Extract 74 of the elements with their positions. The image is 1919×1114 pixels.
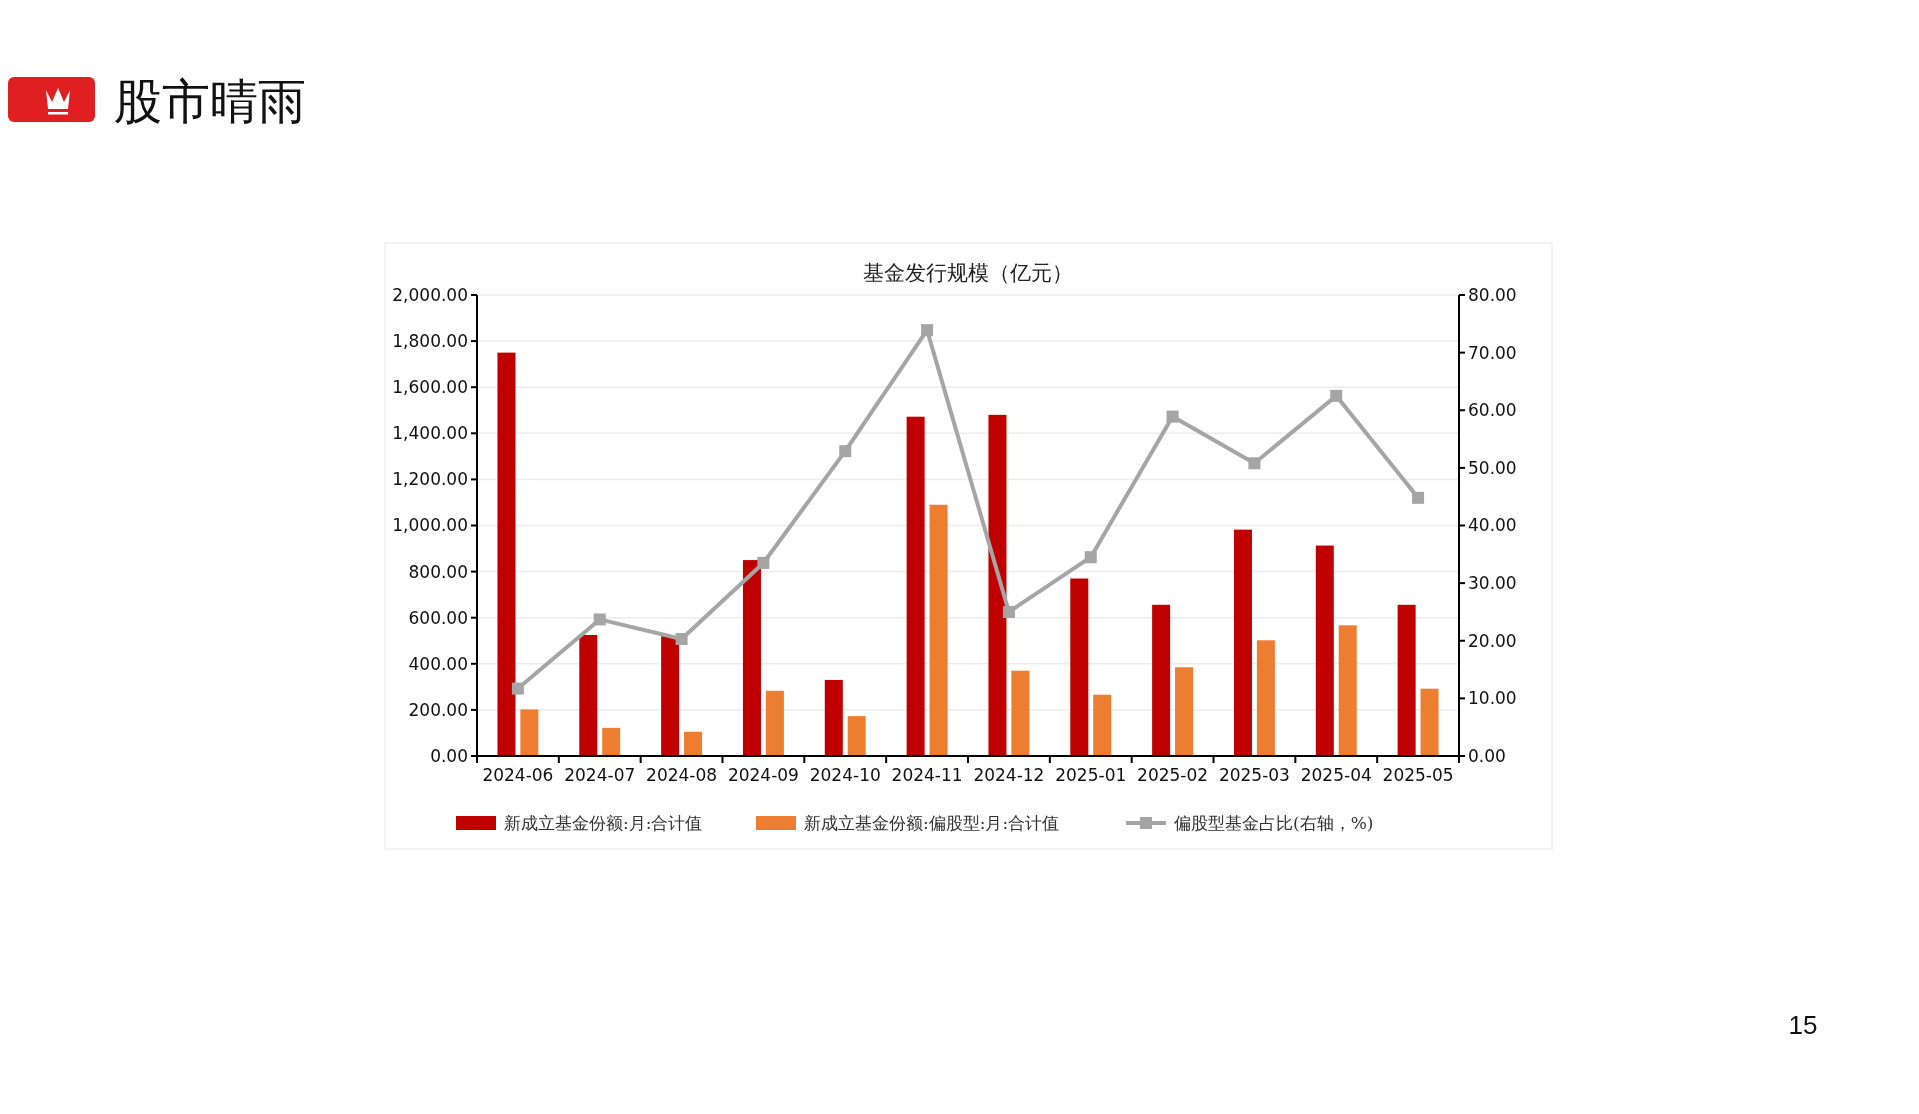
y2-tick-label: 60.00: [1468, 400, 1517, 421]
y-tick-label: 1,200.00: [392, 469, 468, 490]
legend-label: 偏股型基金占比(右轴，%): [1174, 812, 1374, 833]
x-tick-label: 2025-05: [1382, 765, 1454, 785]
y-tick-label: 1,600.00: [392, 377, 468, 398]
y-tick-label: 0.00: [430, 745, 468, 766]
bar: [1152, 604, 1171, 756]
y-tick-label: 2,000.00: [392, 284, 468, 305]
point: [1330, 389, 1343, 402]
bar: [1175, 667, 1194, 756]
bar: [906, 416, 925, 756]
y-tick-label: 600.00: [408, 607, 468, 628]
y2-tick-label: 30.00: [1468, 573, 1517, 594]
x-tick-label: 2024-11: [891, 765, 963, 785]
legend-label: 新成立基金份额:月:合计值: [504, 812, 703, 833]
chart-title: 基金发行规模（亿元）: [863, 261, 1073, 285]
text: 股市晴雨: [114, 73, 306, 129]
bar: [497, 352, 516, 756]
x-tick-label: 2025-01: [1055, 765, 1127, 785]
y2-tick-label: 70.00: [1468, 342, 1517, 363]
y-tick-label: 200.00: [408, 699, 468, 720]
point: [1084, 551, 1097, 564]
bar: [1397, 604, 1416, 756]
bar: [824, 679, 843, 756]
y2-tick-label: 0.00: [1468, 745, 1506, 766]
x-tick-label: 2024-07: [564, 765, 636, 785]
bar: [1315, 545, 1334, 756]
point: [675, 633, 688, 646]
x-tick-label: 2025-03: [1218, 765, 1290, 785]
y2-tick-label: 20.00: [1468, 630, 1517, 651]
bar: [1420, 688, 1439, 756]
bar: [1070, 578, 1089, 756]
y-tick-label: 1,400.00: [392, 423, 468, 444]
y2-tick-label: 10.00: [1468, 688, 1517, 709]
bar: [1011, 670, 1030, 756]
y-tick-label: 1,800.00: [392, 331, 468, 352]
y2-tick-label: 50.00: [1468, 457, 1517, 478]
bar: [1233, 529, 1252, 756]
text: 15: [1788, 1010, 1818, 1040]
bar: [1256, 640, 1275, 756]
bar: [602, 727, 621, 756]
bar: [988, 414, 1007, 756]
y2-tick-label: 80.00: [1468, 284, 1517, 305]
point: [1002, 605, 1015, 618]
point: [593, 613, 606, 626]
bar: [661, 636, 680, 756]
point: [1166, 410, 1179, 423]
bar: [929, 504, 948, 756]
bar: [1338, 625, 1357, 756]
y-tick-label: 1,000.00: [392, 515, 468, 536]
bar: [520, 709, 539, 756]
bar: [684, 731, 703, 756]
bar: [847, 716, 866, 756]
y-tick-label: 400.00: [408, 653, 468, 674]
y2-tick-label: 40.00: [1468, 515, 1517, 536]
x-tick-label: 2025-04: [1300, 765, 1372, 785]
x-tick-label: 2024-06: [482, 765, 554, 785]
bar: [1093, 694, 1112, 756]
x-tick-label: 2024-12: [973, 765, 1045, 785]
point: [921, 324, 934, 337]
point: [1248, 457, 1261, 470]
point: [1412, 491, 1425, 504]
x-tick-label: 2025-02: [1137, 765, 1209, 785]
bar: [579, 634, 598, 756]
point: [511, 682, 524, 695]
y-tick-label: 800.00: [408, 561, 468, 582]
point: [757, 556, 770, 569]
bar: [765, 690, 784, 756]
bar: [742, 560, 761, 756]
x-tick-label: 2024-10: [809, 765, 881, 785]
point: [839, 445, 852, 458]
legend-label: 新成立基金份额:偏股型:月:合计值: [804, 812, 1060, 833]
x-tick-label: 2024-08: [646, 765, 718, 785]
x-tick-label: 2024-09: [727, 765, 799, 785]
